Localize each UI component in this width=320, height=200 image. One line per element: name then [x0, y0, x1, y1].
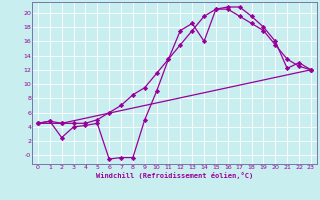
X-axis label: Windchill (Refroidissement éolien,°C): Windchill (Refroidissement éolien,°C) [96, 172, 253, 179]
